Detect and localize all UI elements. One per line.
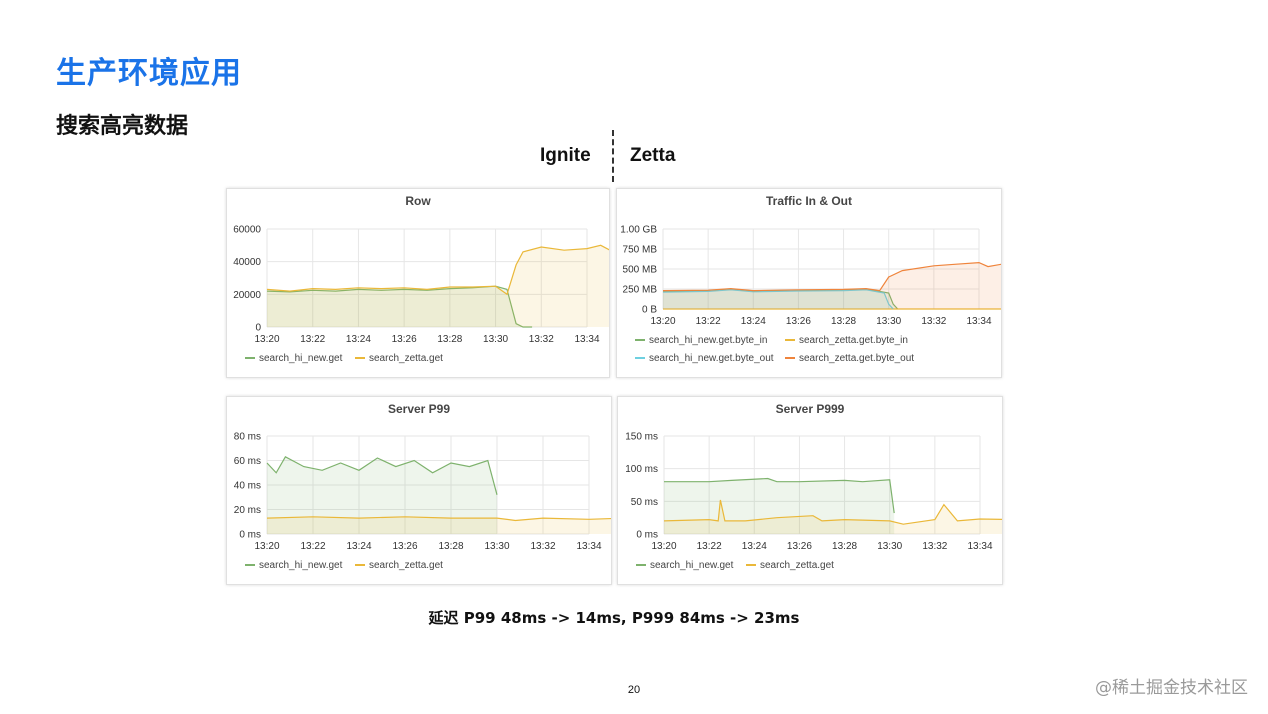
x-tick-label: 13:34 <box>574 334 599 345</box>
y-tick-label: 40000 <box>233 257 261 268</box>
y-tick-label: 0 <box>255 323 261 334</box>
y-tick-label: 0 B <box>642 305 657 316</box>
comparison-divider <box>612 130 614 182</box>
legend-label: search_hi_new.get <box>259 560 343 571</box>
ignite-label: Ignite <box>540 145 591 166</box>
slide-subtitle: 搜索高亮数据 <box>56 114 189 139</box>
series-area <box>267 516 611 534</box>
y-tick-label: 100 ms <box>625 464 658 475</box>
series-area <box>663 289 894 309</box>
x-tick-label: 13:22 <box>300 334 325 345</box>
y-tick-label: 0 ms <box>239 530 261 541</box>
chart-panel-p99: Server P99 0 ms 20 ms 40 ms 60 ms 80 ms 13:20 1… <box>226 396 612 585</box>
x-tick-label: 13:28 <box>438 541 463 552</box>
x-tick-label: 13:32 <box>529 334 554 345</box>
y-tick-label: 150 ms <box>625 432 658 443</box>
y-tick-label: 60 ms <box>234 456 261 467</box>
x-tick-label: 13:30 <box>876 316 901 327</box>
chart-panel-row: Row 0 20000 40000 60000 13:20 13:22 13:24 13:26 1… <box>226 188 610 378</box>
x-tick-label: 13:24 <box>346 541 371 552</box>
legend-label: search_hi_new.get <box>259 353 343 364</box>
x-tick-label: 13:24 <box>741 316 766 327</box>
series-line <box>266 244 609 296</box>
series-line <box>266 516 611 522</box>
chart-svg: Traffic In & Out 0 B 250 MB 500 MB 750 MB 1.0… <box>620 194 1001 364</box>
chart-panel-traffic: Traffic In & Out 0 B 250 MB 500 MB 750 MB 1.0… <box>616 188 1002 378</box>
series-line <box>662 261 1001 292</box>
y-tick-label: 80 ms <box>234 432 261 443</box>
series-area <box>267 456 497 534</box>
chart-title: Row <box>405 194 431 208</box>
chart-panel-p999: Server P999 0 ms 50 ms 100 ms 150 ms 13:20 13:… <box>617 396 1003 585</box>
legend-label: search_hi_new.get <box>650 560 734 571</box>
x-tick-label: 13:32 <box>921 316 946 327</box>
series-line <box>663 499 1002 525</box>
y-tick-label: 1.00 GB <box>620 225 657 236</box>
x-tick-label: 13:24 <box>742 541 767 552</box>
series-area <box>663 289 898 309</box>
slide-title: 生产环境应用 <box>56 56 242 91</box>
series-line <box>664 477 895 514</box>
x-tick-label: 13:20 <box>254 541 279 552</box>
zetta-label: Zetta <box>630 145 676 166</box>
x-tick-label: 13:28 <box>831 316 856 327</box>
x-tick-label: 13:22 <box>300 541 325 552</box>
x-tick-label: 13:26 <box>787 541 812 552</box>
chart-title: Traffic In & Out <box>766 194 852 208</box>
legend-label: search_zetta.get <box>760 560 834 571</box>
series-area <box>664 500 1002 534</box>
series-line <box>266 285 533 328</box>
legend-label: search_hi_new.get.byte_in <box>649 335 767 346</box>
legend-label: search_zetta.get <box>369 353 443 364</box>
x-tick-label: 13:34 <box>967 541 992 552</box>
y-tick-label: 500 MB <box>623 265 658 276</box>
series-area <box>267 245 609 327</box>
x-tick-label: 13:20 <box>650 316 675 327</box>
chart-svg: Server P999 0 ms 50 ms 100 ms 150 ms 13:20 13:… <box>625 402 1002 571</box>
legend-label: search_zetta.get <box>369 560 443 571</box>
x-tick-label: 13:30 <box>483 334 508 345</box>
y-tick-label: 40 ms <box>234 481 261 492</box>
x-tick-label: 13:28 <box>832 541 857 552</box>
y-tick-label: 50 ms <box>631 497 658 508</box>
y-tick-label: 20000 <box>233 290 261 301</box>
y-tick-label: 250 MB <box>623 285 658 296</box>
x-tick-label: 13:34 <box>966 316 991 327</box>
y-tick-label: 0 ms <box>636 530 658 541</box>
page-number: 20 <box>627 684 641 696</box>
series-area <box>663 262 1001 309</box>
x-tick-label: 13:20 <box>254 334 279 345</box>
x-tick-label: 13:26 <box>786 316 811 327</box>
x-tick-label: 13:26 <box>392 541 417 552</box>
legend-label: search_hi_new.get.byte_out <box>649 353 774 364</box>
x-tick-label: 13:20 <box>651 541 676 552</box>
x-tick-label: 13:22 <box>696 316 721 327</box>
x-tick-label: 13:28 <box>437 334 462 345</box>
watermark: @稀土掘金技术社区 <box>1095 678 1248 698</box>
chart-svg: Server P99 0 ms 20 ms 40 ms 60 ms 80 ms 13:20 1… <box>234 402 611 571</box>
latency-caption: 延迟 P99 48ms -> 14ms, P999 84ms -> 23ms <box>428 609 800 627</box>
legend-label: search_zetta.get.byte_out <box>799 353 914 364</box>
x-tick-label: 13:30 <box>484 541 509 552</box>
x-tick-label: 13:24 <box>346 334 371 345</box>
chart-svg: Row 0 20000 40000 60000 13:20 13:22 13:24 13:26 1… <box>233 194 609 364</box>
x-tick-label: 13:32 <box>922 541 947 552</box>
x-tick-label: 13:26 <box>392 334 417 345</box>
y-tick-label: 750 MB <box>623 245 658 256</box>
series-area <box>267 286 533 327</box>
chart-title: Server P99 <box>388 402 450 416</box>
series-line <box>662 289 894 310</box>
chart-title: Server P999 <box>776 402 845 416</box>
series-line <box>266 455 498 495</box>
x-tick-label: 13:30 <box>877 541 902 552</box>
x-tick-label: 13:32 <box>530 541 555 552</box>
y-tick-label: 20 ms <box>234 505 261 516</box>
y-tick-label: 60000 <box>233 225 261 236</box>
x-tick-label: 13:22 <box>697 541 722 552</box>
legend-label: search_zetta.get.byte_in <box>799 335 908 346</box>
x-tick-label: 13:34 <box>576 541 601 552</box>
